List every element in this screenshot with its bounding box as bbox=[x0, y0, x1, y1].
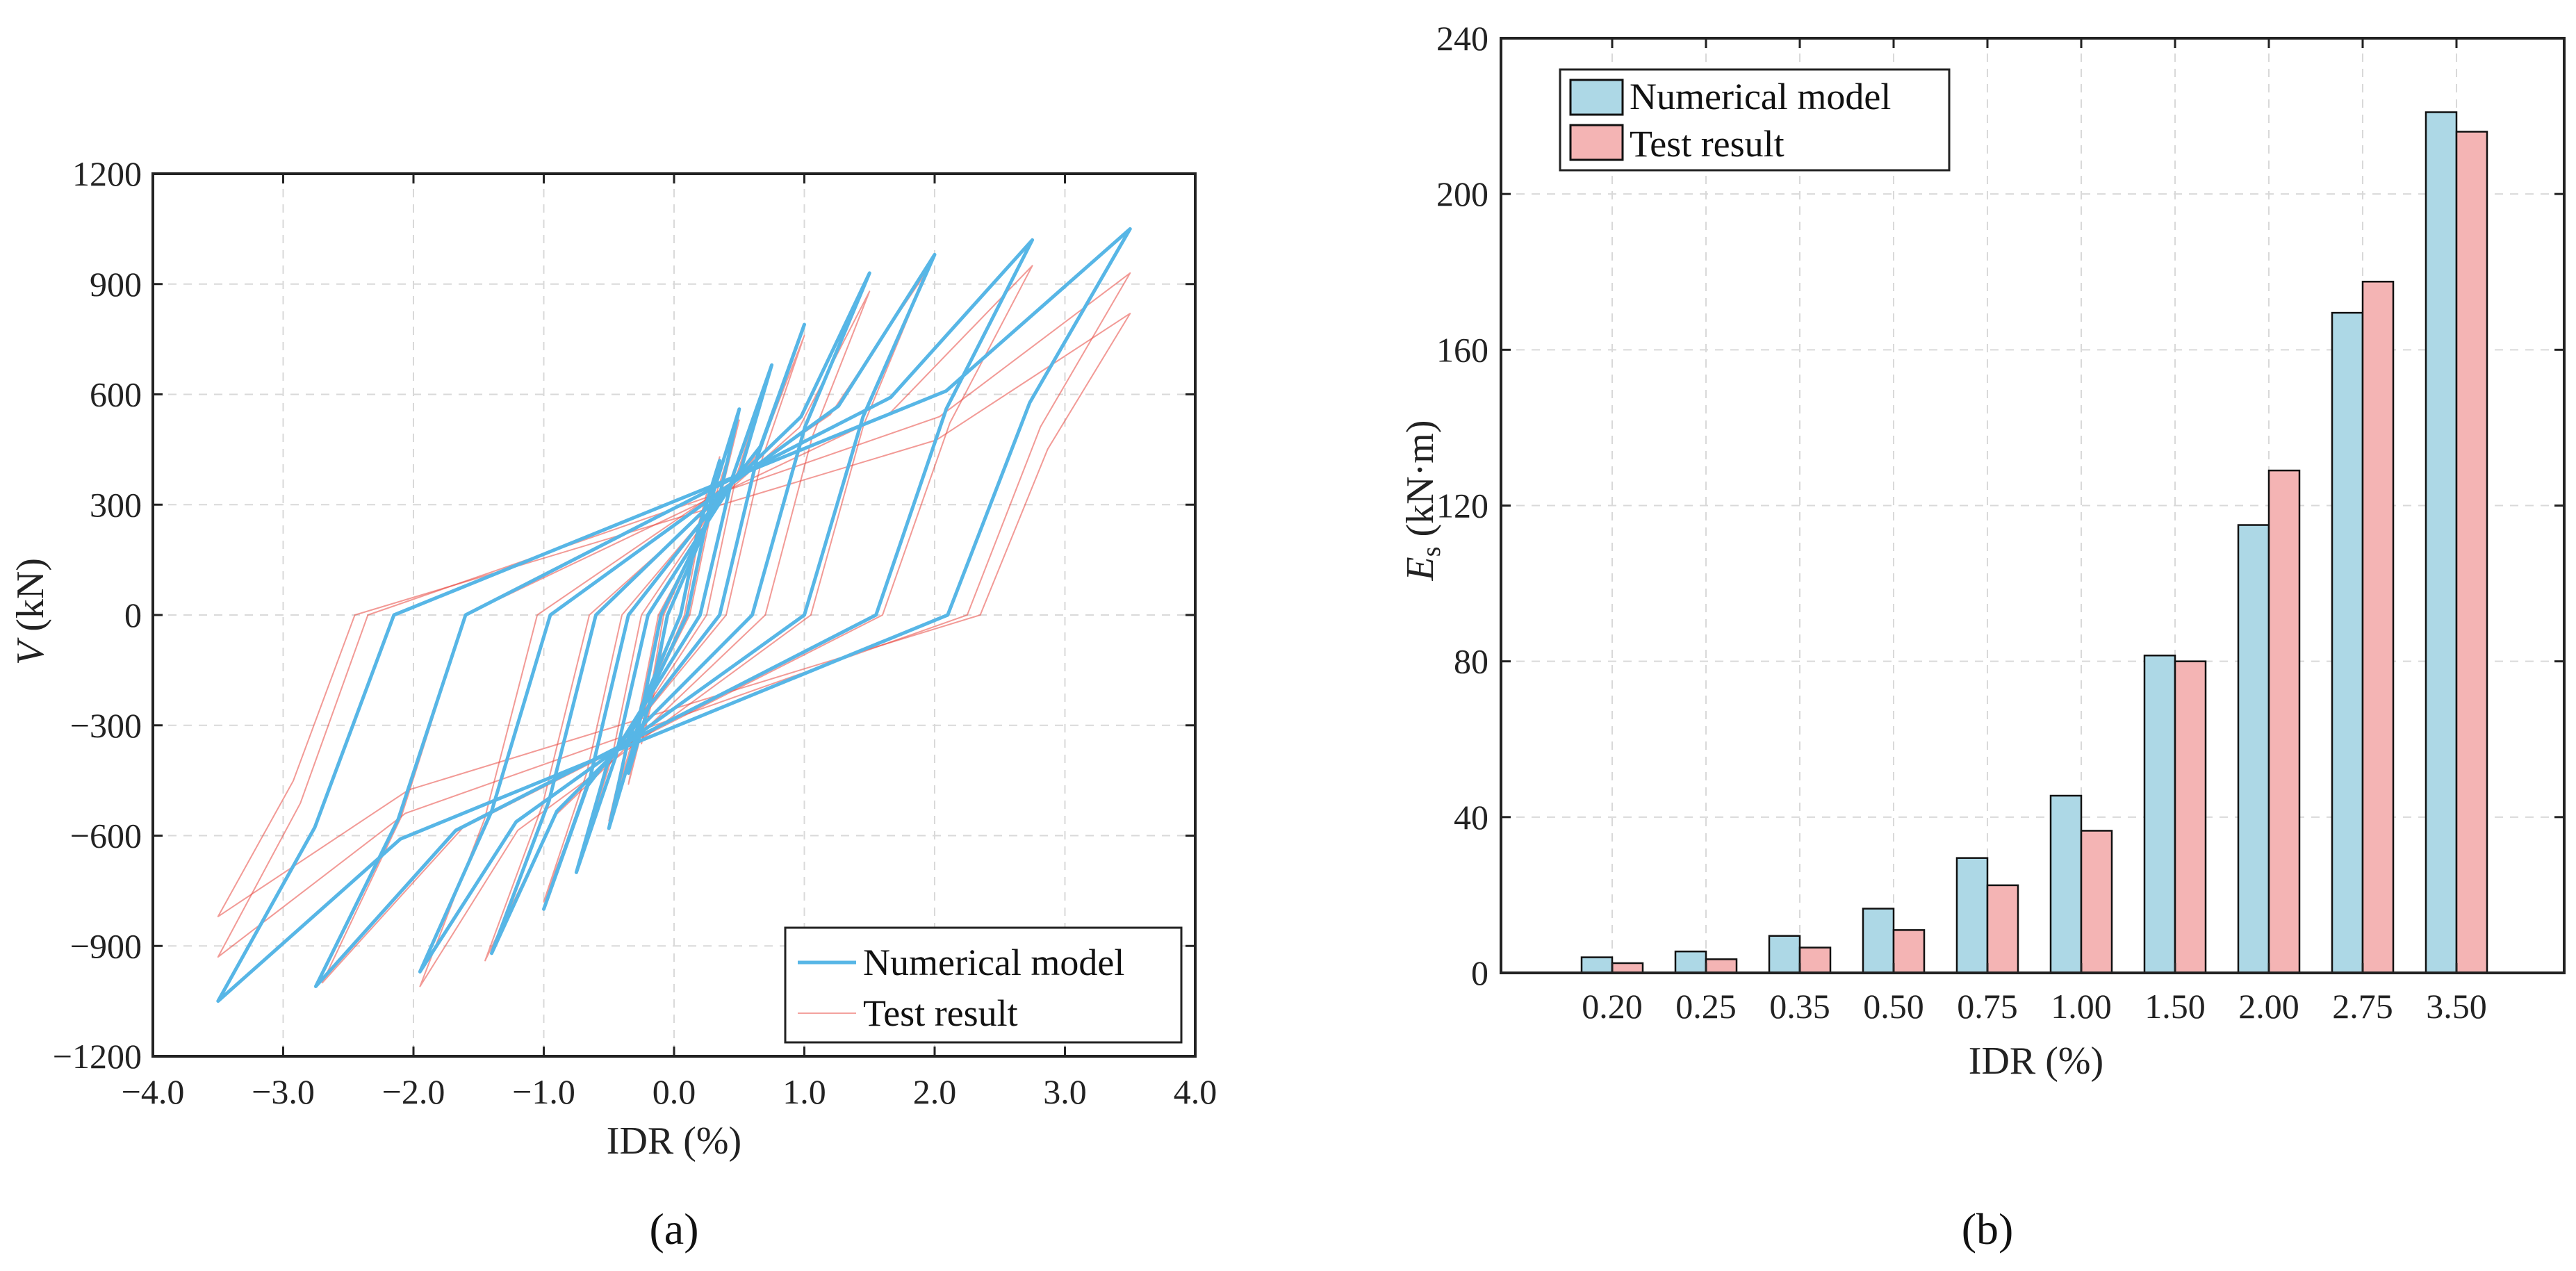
y-tick-label: −600 bbox=[70, 817, 142, 855]
bar-test bbox=[2080, 830, 2113, 974]
y-tick-label: −1200 bbox=[53, 1037, 142, 1076]
legend-box-b bbox=[1559, 68, 1951, 172]
y-tick-label: 240 bbox=[1436, 19, 1488, 58]
x-tick-label: 3.0 bbox=[1043, 1072, 1087, 1111]
x-tick-label: 0.75 bbox=[1957, 987, 2018, 1026]
y-tick-label: 80 bbox=[1454, 642, 1488, 681]
legend-numerical-bar-label: Numerical model bbox=[1630, 76, 1891, 117]
x-tick-label: 1.0 bbox=[782, 1072, 826, 1111]
bar-numerical bbox=[1955, 857, 1989, 974]
grid-b bbox=[1501, 38, 2564, 974]
energy-bar-chart: 0.20 0.25 0.35 0.50 0.75 1.00 1.50 2.00 2.75 3.50… bbox=[1399, 19, 2566, 1254]
x-tick-label: 3.50 bbox=[2426, 987, 2487, 1026]
tick-marks-a bbox=[151, 172, 1197, 1058]
legend-test-bar-swatch bbox=[1569, 124, 1624, 161]
x-tick-label: 4.0 bbox=[1174, 1072, 1217, 1111]
x-tick-label: 0.35 bbox=[1769, 987, 1830, 1026]
bar-numerical bbox=[2425, 111, 2458, 974]
bar-numerical bbox=[1580, 956, 1614, 974]
bar-test bbox=[2174, 660, 2207, 974]
bar-numerical bbox=[1674, 950, 1707, 974]
x-tick-label: 0.50 bbox=[1863, 987, 1924, 1026]
y-tick-label: 300 bbox=[90, 485, 142, 524]
y-tick-label: −300 bbox=[70, 706, 142, 745]
tick-marks-b bbox=[1501, 37, 2564, 974]
legend-a: Numerical model Test result bbox=[784, 926, 1183, 1044]
bar-test bbox=[2361, 281, 2395, 974]
y-tick-label: 200 bbox=[1436, 174, 1488, 213]
bar-test bbox=[1986, 884, 2019, 974]
bar-test bbox=[1611, 962, 1644, 974]
y-tick-label: 40 bbox=[1454, 798, 1488, 837]
x-tick-label: 2.75 bbox=[2332, 987, 2393, 1026]
bar-numerical bbox=[2049, 794, 2083, 974]
y-axis-label-a: V (kN) bbox=[9, 558, 52, 665]
x-tick-label: −3.0 bbox=[252, 1072, 315, 1111]
y-tick-label: 1200 bbox=[72, 154, 142, 193]
hysteresis-loops bbox=[216, 227, 1132, 1003]
x-tick-label: −2.0 bbox=[382, 1072, 445, 1111]
x-tick-label: 1.00 bbox=[2051, 987, 2112, 1026]
test-loop bbox=[217, 313, 1131, 917]
legend-numerical-bar-swatch bbox=[1569, 79, 1624, 116]
bar-test bbox=[1798, 946, 1832, 974]
y-tick-label: 0 bbox=[1471, 953, 1488, 992]
legend-test-bar-label: Test result bbox=[1630, 123, 1785, 165]
x-tick-labels-b: 0.20 0.25 0.35 0.50 0.75 1.00 1.50 2.00 2.75 3.50 bbox=[1582, 987, 2487, 1026]
bar-numerical bbox=[1768, 935, 1801, 974]
legend-box-a bbox=[784, 926, 1183, 1044]
bar-test bbox=[1705, 958, 1738, 974]
x-tick-label: −4.0 bbox=[122, 1072, 185, 1111]
x-tick-label: 0.0 bbox=[653, 1072, 696, 1111]
x-tick-label: 0.25 bbox=[1675, 987, 1737, 1026]
grid-a bbox=[152, 173, 1196, 1057]
x-tick-label: 1.50 bbox=[2144, 987, 2206, 1026]
legend-b: Numerical model Test result bbox=[1559, 68, 1951, 172]
bar-numerical bbox=[2143, 655, 2176, 974]
bars bbox=[1580, 111, 2488, 974]
x-axis-label-b: IDR (%) bbox=[1969, 1040, 2103, 1083]
bar-test bbox=[2455, 131, 2488, 974]
numerical-loop bbox=[216, 227, 1132, 1003]
bar-numerical bbox=[2237, 524, 2270, 974]
numerical-loop bbox=[542, 322, 806, 911]
numerical-loop bbox=[626, 459, 722, 775]
hysteresis-chart: −4.0 −3.0 −2.0 −1.0 0.0 1.0 2.0 3.0 4.0 −1200 −90… bbox=[9, 154, 1217, 1254]
y-tick-labels-a: −1200 −900 −600 −300 0 300 600 900 1200 bbox=[53, 154, 142, 1076]
x-tick-label: 2.0 bbox=[913, 1072, 957, 1111]
x-tick-labels-a: −4.0 −3.0 −2.0 −1.0 0.0 1.0 2.0 3.0 4.0 bbox=[122, 1072, 1217, 1111]
y-tick-label: −900 bbox=[70, 926, 142, 965]
y-tick-label: 600 bbox=[90, 375, 142, 414]
x-axis-label-a: IDR (%) bbox=[607, 1120, 741, 1163]
x-tick-label: −1.0 bbox=[512, 1072, 575, 1111]
bar-test bbox=[2267, 469, 2301, 974]
legend-numerical-label: Numerical model bbox=[863, 942, 1124, 983]
numerical-loop bbox=[574, 363, 774, 874]
panel-label-b: (b) bbox=[1962, 1204, 2014, 1254]
x-tick-label: 0.20 bbox=[1582, 987, 1643, 1026]
bar-test bbox=[1892, 929, 1926, 974]
x-tick-label: 2.00 bbox=[2238, 987, 2299, 1026]
y-tick-label: 0 bbox=[124, 596, 142, 634]
legend-test-label: Test result bbox=[863, 992, 1018, 1034]
bar-numerical bbox=[1862, 908, 1895, 974]
y-tick-label: 160 bbox=[1436, 330, 1488, 369]
panel-label-a: (a) bbox=[649, 1204, 698, 1254]
bar-numerical bbox=[2331, 311, 2364, 974]
y-tick-label: 900 bbox=[90, 265, 142, 304]
y-tick-labels-b: 0 40 80 120 160 200 240 bbox=[1436, 19, 1488, 992]
y-axis-label-b: Es (kN·m) bbox=[1399, 420, 1446, 582]
test-loop bbox=[217, 272, 1131, 958]
y-tick-label: 120 bbox=[1436, 486, 1488, 525]
numerical-loop bbox=[313, 238, 1035, 988]
